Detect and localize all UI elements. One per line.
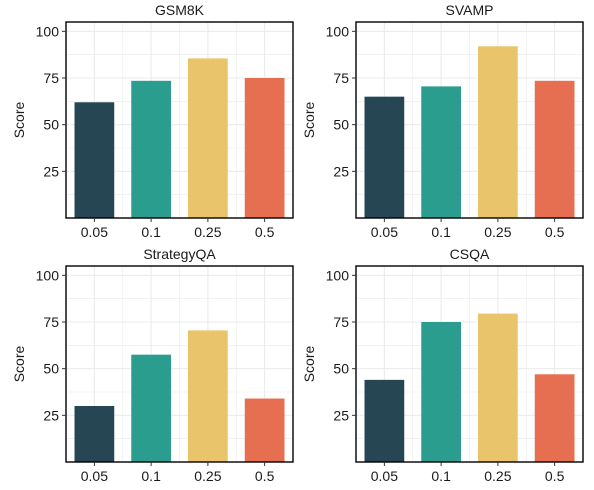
y-tick-label: 100: [36, 267, 60, 283]
y-tick-label: 75: [43, 70, 59, 86]
bar: [74, 102, 115, 218]
x-tick-label: 0.25: [194, 468, 221, 484]
x-tick-label: 0.1: [431, 224, 451, 240]
x-tick-label: 0.1: [141, 468, 161, 484]
bar: [534, 374, 575, 462]
bar: [478, 46, 518, 219]
panel-border: [355, 265, 584, 463]
y-tick-label: 25: [43, 163, 59, 179]
y-tick-label: 100: [326, 267, 350, 283]
chart-title: GSM8K: [155, 2, 205, 18]
x-tick-label: 0.05: [81, 468, 108, 484]
x-tick-label: 0.5: [255, 468, 275, 484]
bar: [534, 80, 575, 218]
y-axis-label: Score: [301, 102, 317, 139]
y-tick-label: 50: [333, 117, 349, 133]
y-tick-label: 50: [43, 117, 59, 133]
y-tick-label: 50: [333, 361, 349, 377]
x-tick-label: 0.5: [255, 224, 275, 240]
x-tick-label: 0.5: [545, 224, 565, 240]
panel-border: [65, 265, 294, 463]
bar: [188, 330, 228, 462]
y-axis-label: Score: [11, 346, 27, 383]
bar: [478, 313, 518, 462]
x-tick-label: 0.1: [431, 468, 451, 484]
x-tick-label: 0.25: [194, 224, 221, 240]
y-tick-label: 75: [333, 70, 349, 86]
bar: [244, 78, 285, 218]
panel-border: [65, 21, 294, 219]
x-tick-label: 0.05: [81, 224, 108, 240]
bar: [131, 80, 171, 218]
bar: [364, 96, 405, 218]
bar: [421, 86, 461, 219]
y-tick-label: 100: [326, 23, 350, 39]
x-tick-label: 0.05: [371, 224, 398, 240]
bar: [188, 58, 228, 219]
chart-title: CSQA: [450, 246, 490, 262]
y-tick-label: 50: [43, 361, 59, 377]
y-axis-label: Score: [301, 346, 317, 383]
chart-title: StrategyQA: [143, 246, 216, 262]
x-tick-label: 0.25: [484, 224, 511, 240]
y-tick-label: 25: [43, 407, 59, 423]
bar: [364, 379, 405, 462]
bar: [244, 398, 285, 462]
chart-title: SVAMP: [446, 2, 494, 18]
x-tick-label: 0.25: [484, 468, 511, 484]
y-tick-label: 75: [43, 314, 59, 330]
panel-border: [355, 21, 584, 219]
y-axis-label: Score: [11, 102, 27, 139]
bar: [421, 322, 461, 462]
y-tick-label: 25: [333, 163, 349, 179]
x-tick-label: 0.5: [545, 468, 565, 484]
y-tick-label: 25: [333, 407, 349, 423]
bar: [131, 354, 171, 462]
x-tick-label: 0.05: [371, 468, 398, 484]
bar: [74, 406, 115, 462]
y-tick-label: 100: [36, 23, 60, 39]
y-tick-label: 75: [333, 314, 349, 330]
x-tick-label: 0.1: [141, 224, 161, 240]
